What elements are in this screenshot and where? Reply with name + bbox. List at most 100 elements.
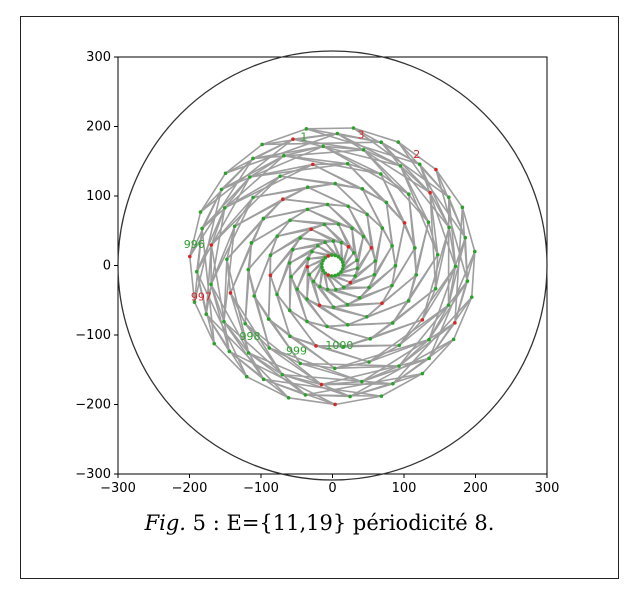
- network-edge: [327, 274, 337, 290]
- network-point: [373, 259, 377, 263]
- network-edge: [323, 224, 342, 244]
- network-point: [325, 324, 329, 329]
- network-point: [340, 267, 345, 271]
- network-edge: [353, 127, 399, 143]
- network-edge: [289, 250, 313, 264]
- network-point: [333, 181, 338, 186]
- network-edge: [326, 203, 364, 238]
- network-point: [460, 205, 465, 210]
- network-edge: [306, 127, 354, 130]
- network-edge: [312, 163, 363, 190]
- network-edge: [253, 254, 272, 297]
- network-edge: [421, 338, 455, 375]
- network-point: [287, 308, 292, 313]
- network-point: [267, 346, 272, 350]
- network-edge: [305, 394, 382, 397]
- network-edge: [334, 274, 351, 284]
- network-point: [413, 246, 417, 250]
- network-edge: [246, 376, 289, 399]
- network-point: [340, 260, 345, 264]
- y-tick-label: −200: [75, 398, 111, 413]
- network-edge: [321, 383, 393, 386]
- network-edge: [381, 372, 423, 397]
- network-edge: [311, 250, 329, 257]
- network-point: [227, 349, 232, 354]
- network-point: [311, 279, 316, 284]
- network-edge: [270, 237, 301, 256]
- network-edge: [435, 169, 464, 208]
- network-point: [323, 271, 328, 275]
- network-edges: [189, 127, 476, 406]
- network-point: [323, 240, 327, 245]
- network-edge: [269, 249, 294, 276]
- network-point: [417, 162, 422, 167]
- network-point: [243, 321, 247, 326]
- network-edge: [392, 338, 455, 385]
- network-point: [321, 144, 325, 149]
- network-edge: [380, 141, 431, 194]
- network-edge: [210, 175, 281, 246]
- network-edge: [289, 309, 317, 347]
- network-point: [329, 274, 334, 278]
- network-edge: [300, 362, 363, 383]
- network-edge: [267, 275, 272, 320]
- network-edge: [434, 227, 450, 289]
- network-edge: [213, 343, 248, 378]
- network-edge: [368, 304, 450, 363]
- network-edge: [289, 335, 336, 369]
- network-edge: [210, 197, 254, 285]
- network-point: [305, 297, 309, 301]
- network-edge: [226, 217, 264, 260]
- network-edge: [249, 163, 313, 178]
- network-edge: [306, 320, 345, 348]
- network-point: [319, 382, 324, 387]
- network-edge: [229, 292, 250, 354]
- network-point: [322, 222, 327, 227]
- network-edge: [252, 186, 308, 199]
- network-edge: [337, 223, 350, 248]
- network-point: [368, 337, 373, 341]
- point-label: 1: [300, 130, 307, 143]
- network-edge: [292, 138, 364, 151]
- network-point: [200, 226, 204, 231]
- network-point: [447, 195, 451, 200]
- network-edge: [342, 259, 358, 270]
- network-point: [353, 274, 357, 278]
- network-edge: [268, 347, 322, 386]
- point-label: 999: [286, 344, 307, 357]
- network-edge: [407, 194, 416, 249]
- network-edge: [193, 228, 203, 303]
- network-point: [384, 200, 389, 205]
- network-point: [397, 364, 401, 368]
- network-edge: [280, 175, 336, 185]
- network-edge: [340, 267, 358, 273]
- network-edge: [415, 221, 430, 276]
- network-edge: [205, 313, 248, 378]
- y-axis-ticks: 300 200 100 0 −100 −200 −300: [75, 50, 118, 482]
- network-edge: [205, 244, 213, 315]
- network-point: [335, 131, 340, 136]
- x-tick-label: 200: [463, 481, 488, 496]
- network-edge: [290, 258, 310, 278]
- network-edge: [307, 259, 324, 268]
- network-point: [435, 252, 440, 257]
- network-edge: [421, 227, 450, 321]
- network-edge: [391, 247, 416, 286]
- network-point: [268, 273, 273, 278]
- network-point: [364, 315, 369, 319]
- network-edge: [253, 295, 271, 349]
- network-edge: [244, 269, 250, 324]
- network-edge: [380, 173, 406, 224]
- network-point: [396, 140, 401, 144]
- x-tick-label: −200: [172, 481, 208, 496]
- network-edge: [308, 257, 326, 260]
- network-point: [379, 140, 383, 145]
- network-edge: [283, 154, 381, 175]
- network-edge: [249, 162, 348, 178]
- network-edge: [452, 296, 473, 340]
- network-point: [339, 270, 343, 274]
- network-edge: [224, 163, 314, 209]
- network-edge: [341, 246, 350, 263]
- network-edge: [244, 322, 322, 386]
- network-point: [446, 303, 451, 307]
